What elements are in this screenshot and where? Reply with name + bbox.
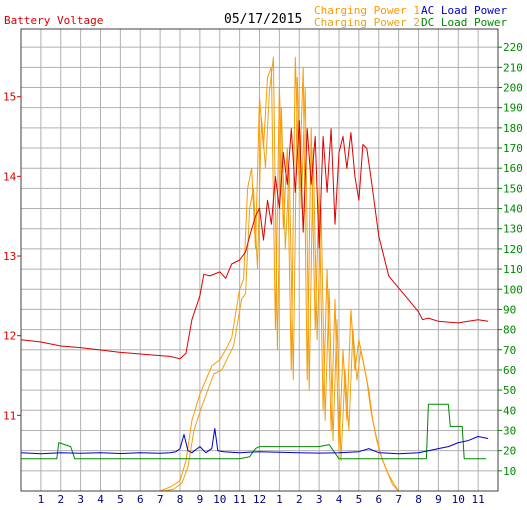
left-tick-label: 12 (3, 330, 16, 343)
plot-frame (20, 28, 499, 492)
x-tick-label: 7 (395, 493, 402, 506)
right-tick-label: 170 (503, 142, 523, 155)
x-tick-label: 1 (38, 493, 45, 506)
right-tick-label: 130 (503, 223, 523, 236)
x-tick-label: 4 (97, 493, 104, 506)
x-tick-label: 10 (213, 493, 226, 506)
x-tick-label: 3 (316, 493, 323, 506)
left-axis-title: Battery Voltage (4, 14, 103, 27)
x-tick-label: 5 (356, 493, 363, 506)
right-tick-label: 190 (503, 102, 523, 115)
right-tick-label: 80 (503, 324, 516, 337)
right-axis-ticks: 10 20 30 40 50 60 70 80 90 100 110 120 130 140 150 160 1… (498, 41, 523, 478)
x-tick-label: 6 (137, 493, 144, 506)
charging-power-2-line (154, 56, 399, 492)
right-tick-label: 70 (503, 344, 516, 357)
legend-charging-power-2: Charging Power 2 (314, 16, 420, 29)
ac-load-power-line (20, 428, 489, 455)
right-tick-label: 30 (503, 424, 516, 437)
x-tick-label: 8 (415, 493, 422, 506)
dc-load-power-line (21, 403, 487, 460)
left-tick-label: 14 (3, 170, 17, 183)
right-tick-label: 180 (503, 122, 523, 135)
x-tick-label: 7 (157, 493, 164, 506)
x-tick-label: 5 (117, 493, 124, 506)
legend-dc-load-power: DC Load Power (421, 16, 507, 29)
right-tick-label: 220 (503, 41, 523, 54)
right-tick-label: 120 (503, 243, 523, 256)
right-tick-label: 100 (503, 283, 523, 296)
legend-charging-power-1: Charging Power 1 (314, 4, 420, 17)
x-tick-label: 8 (177, 493, 184, 506)
right-tick-label: 10 (503, 465, 516, 478)
x-tick-label: 2 (296, 493, 303, 506)
right-tick-label: 20 (503, 445, 516, 458)
left-tick-label: 15 (3, 91, 16, 104)
charging-power-1-line (150, 56, 400, 492)
x-tick-label: 11 (233, 493, 246, 506)
right-tick-label: 50 (503, 384, 516, 397)
x-tick-label: 3 (77, 493, 84, 506)
x-axis-ticks: 1 2 3 4 5 6 7 8 9 10 11 12 1 2 3 4 5 6 7 8 9 10 11 (38, 493, 485, 506)
right-tick-label: 60 (503, 364, 516, 377)
x-tick-label: 9 (197, 493, 204, 506)
right-tick-label: 210 (503, 61, 523, 74)
battery-voltage-line (20, 120, 489, 360)
series-lines (20, 56, 489, 492)
x-tick-label: 12 (253, 493, 266, 506)
right-tick-label: 150 (503, 182, 523, 195)
x-tick-label: 6 (375, 493, 382, 506)
right-tick-label: 110 (503, 263, 523, 276)
left-tick-label: 11 (3, 409, 16, 422)
right-tick-label: 40 (503, 404, 516, 417)
left-axis-ticks: 11 12 13 14 15 (3, 91, 21, 422)
x-tick-label: 10 (452, 493, 465, 506)
left-tick-label: 13 (3, 250, 16, 263)
right-tick-label: 90 (503, 303, 516, 316)
x-tick-label: 11 (472, 493, 485, 506)
legend-ac-load-power: AC Load Power (421, 4, 507, 17)
right-tick-label: 200 (503, 82, 523, 95)
chart-date: 05/17/2015 (224, 12, 302, 27)
right-tick-label: 160 (503, 162, 523, 175)
right-tick-label: 140 (503, 203, 523, 216)
x-tick-label: 4 (336, 493, 343, 506)
x-tick-label: 1 (276, 493, 283, 506)
x-tick-label: 9 (435, 493, 442, 506)
x-tick-label: 2 (57, 493, 64, 506)
